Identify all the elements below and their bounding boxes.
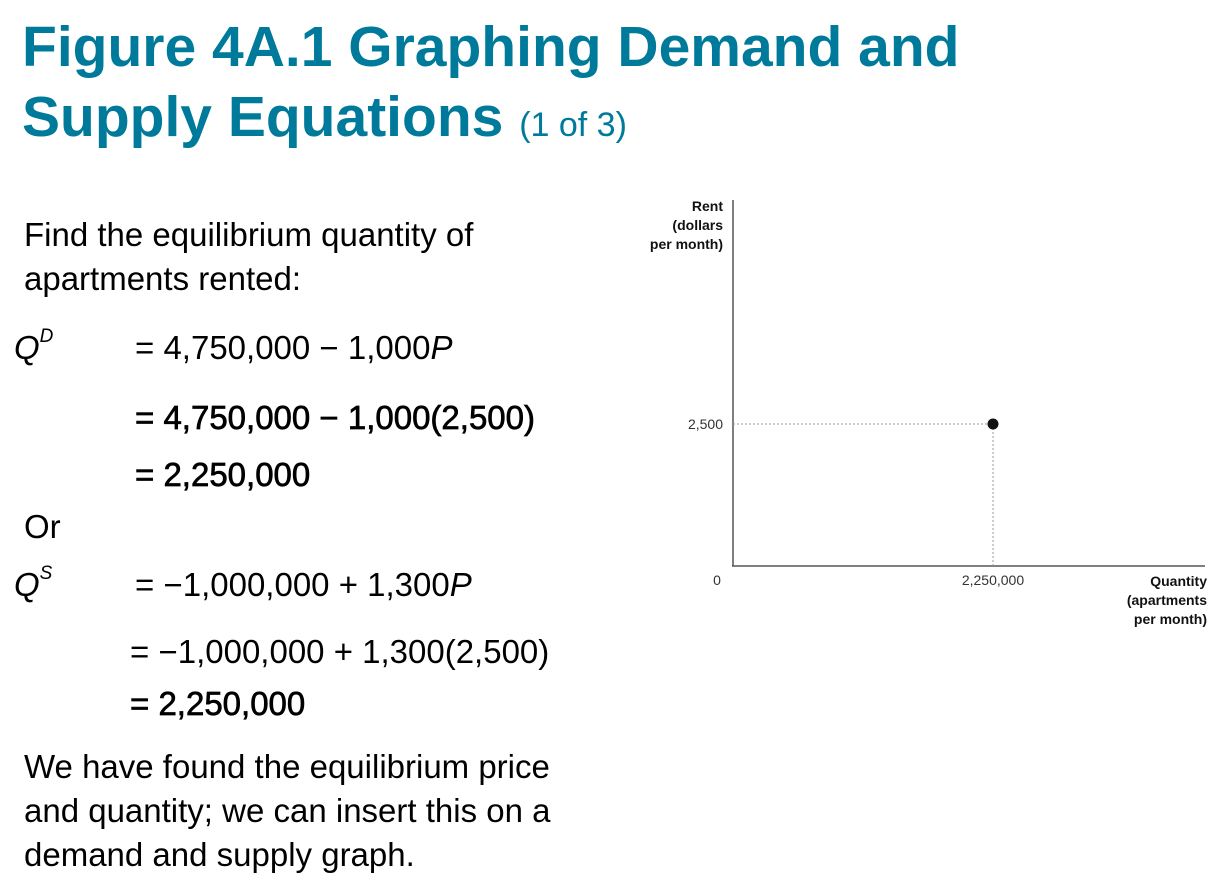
supply-var-letter: Q	[14, 566, 40, 603]
title-line-2-text: Supply Equations	[22, 85, 504, 149]
conclusion-line-3: demand and supply graph.	[24, 836, 415, 873]
origin-label: 0	[713, 572, 721, 588]
supply-var-superscript: S	[39, 563, 53, 584]
y-axis-label-line-3: per month)	[650, 236, 723, 252]
conclusion-line-1: We have found the equilibrium price	[24, 748, 550, 785]
title-line-1: Figure 4A.1 Graphing Demand and	[22, 15, 960, 79]
demand-equation-1: = 4,750,000 − 1,000P	[135, 328, 452, 368]
title-line-2: Supply Equations (1 of 3)	[22, 82, 959, 160]
demand-equation-3: = 2,250,000	[135, 456, 311, 494]
supply-equation-1: = −1,000,000 + 1,300P	[135, 565, 472, 605]
supply-eq1-var: P	[449, 566, 472, 603]
y-axis-label-line-1: Rent	[692, 198, 723, 214]
y-axis-label-line-2: (dollars	[672, 217, 723, 233]
equilibrium-point	[987, 418, 999, 430]
demand-equation-2: = 4,750,000 − 1,000(2,500)	[135, 399, 536, 437]
supply-equation-3: = 2,250,000	[130, 685, 306, 723]
x-axis-label-line-1: Quantity	[1150, 573, 1207, 589]
demand-variable: QD	[14, 326, 54, 368]
page-indicator: (1 of 3)	[519, 106, 627, 144]
conclusion-text: We have found the equilibrium price and …	[24, 745, 551, 877]
demand-var-letter: Q	[14, 329, 40, 366]
supply-variable: QS	[14, 563, 53, 605]
demand-eq1-var: P	[430, 329, 453, 366]
or-label: Or	[24, 508, 61, 545]
supply-eq1-text: = −1,000,000 + 1,300	[135, 566, 450, 603]
x-axis-label-line-3: per month)	[1134, 611, 1207, 627]
demand-var-superscript: D	[39, 326, 54, 347]
supply-equation-2: = −1,000,000 + 1,300(2,500)	[130, 633, 550, 670]
demand-eq1-text: = 4,750,000 − 1,000	[135, 329, 431, 366]
page-title: Figure 4A.1 Graphing Demand and Supply E…	[22, 12, 959, 160]
conclusion-line-2: and quantity; we can insert this on a	[24, 792, 551, 829]
intro-text: Find the equilibrium quantity of apartme…	[24, 213, 473, 301]
intro-line-2: apartments rented:	[24, 260, 301, 297]
y-tick-label: 2,500	[688, 416, 723, 432]
x-axis-label-line-2: (apartments	[1127, 592, 1207, 608]
intro-line-1: Find the equilibrium quantity of	[24, 216, 474, 253]
x-tick-label: 2,250,000	[962, 572, 1024, 588]
